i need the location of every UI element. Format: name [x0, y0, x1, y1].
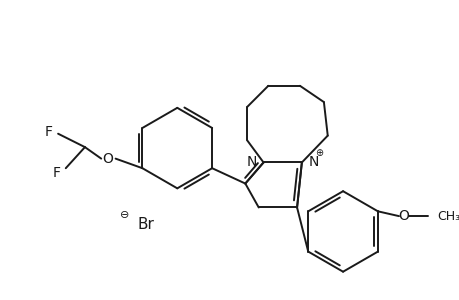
Text: ⊕: ⊕ — [314, 148, 323, 158]
Text: Br: Br — [137, 217, 154, 232]
Text: N: N — [246, 155, 256, 170]
Text: O: O — [102, 152, 113, 166]
Text: O: O — [397, 209, 409, 223]
Text: N: N — [308, 155, 318, 170]
Text: CH₃: CH₃ — [437, 210, 459, 223]
Text: ⊖: ⊖ — [120, 210, 129, 220]
Text: F: F — [45, 125, 52, 139]
Text: F: F — [52, 166, 60, 180]
